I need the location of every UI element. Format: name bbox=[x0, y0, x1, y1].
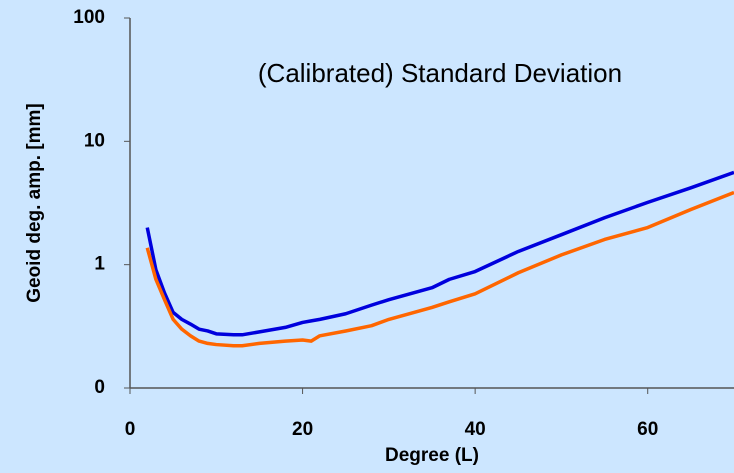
annotation: (Calibrated) Standard Deviation bbox=[258, 58, 622, 88]
y-tick-label: 0 bbox=[94, 377, 105, 398]
data-line bbox=[145, 190, 734, 348]
plot-area bbox=[145, 170, 734, 348]
y-tick-label: 100 bbox=[73, 7, 105, 28]
y-tick-label: 1 bbox=[94, 254, 105, 275]
x-tick-label: 0 bbox=[125, 419, 136, 440]
x-tick-label: 40 bbox=[465, 419, 486, 440]
x-axis-label: Degree (L) bbox=[385, 445, 479, 466]
y-tick-label: 10 bbox=[84, 130, 105, 151]
x-tick-label: 60 bbox=[637, 419, 658, 440]
data-line bbox=[145, 170, 734, 337]
y-axis-label: Geoid deg. amp. [mm] bbox=[24, 103, 45, 303]
x-tick-label: 20 bbox=[292, 419, 313, 440]
